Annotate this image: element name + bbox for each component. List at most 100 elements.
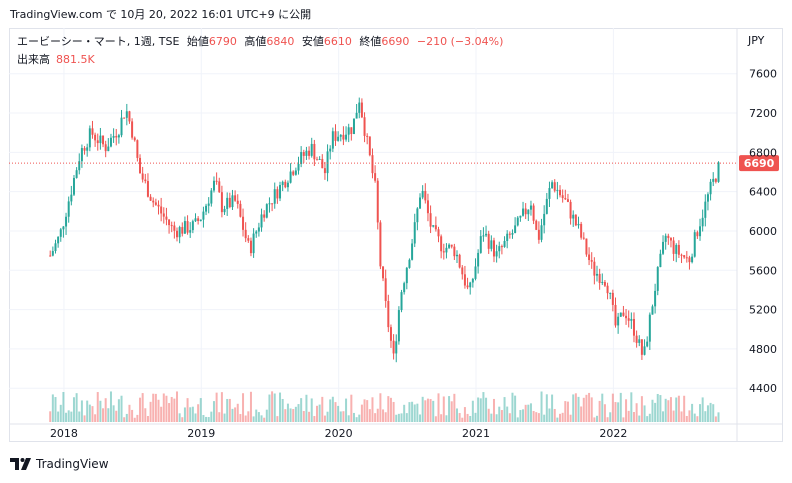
candle-body <box>566 199 569 202</box>
candle-body <box>265 204 268 218</box>
volume-bar <box>448 396 451 422</box>
volume-bar <box>297 404 300 422</box>
volume-bar <box>189 407 192 422</box>
candle-body <box>239 203 242 217</box>
candle-body <box>701 217 704 227</box>
candle-body <box>212 180 215 191</box>
candle-body <box>606 285 609 294</box>
candle-body <box>139 157 142 174</box>
candle-body <box>487 233 490 249</box>
volume-bar <box>577 396 580 422</box>
volume-bar <box>80 400 83 422</box>
volume-bar <box>714 416 717 422</box>
candle-body <box>712 178 715 182</box>
footer-brand[interactable]: TradingView <box>10 457 109 471</box>
volume-bar <box>347 415 350 422</box>
candle-body <box>339 134 342 137</box>
candle-body <box>94 134 97 141</box>
candle-body <box>268 203 271 205</box>
volume-bar <box>294 406 297 422</box>
volume-bar <box>223 413 226 422</box>
volume-bar <box>268 394 271 422</box>
candle-body <box>638 339 641 343</box>
volume-bar <box>146 415 149 422</box>
candle-body <box>688 257 691 263</box>
volume-bar <box>152 393 155 422</box>
candle-body <box>564 198 567 200</box>
volume-bar <box>572 394 575 422</box>
candle-body <box>218 181 221 193</box>
y-tick-label: 4400 <box>749 382 777 395</box>
candle-body <box>664 235 667 242</box>
candle-body <box>51 251 54 256</box>
volume-bar <box>231 408 234 422</box>
candle-body <box>273 189 276 204</box>
volume-bar <box>685 415 688 422</box>
candle-body <box>62 226 65 230</box>
candle-body <box>498 246 501 252</box>
volume-bar <box>603 404 606 422</box>
volume-bar <box>316 405 318 422</box>
volume-bar <box>619 392 622 422</box>
volume-bar <box>128 404 131 422</box>
volume-bar <box>540 391 543 422</box>
candle-body <box>456 254 458 257</box>
volume-bar <box>421 396 424 422</box>
candle-body <box>654 290 657 307</box>
volume-bar <box>96 392 99 422</box>
candle-body <box>72 177 75 195</box>
currency-label: JPY <box>748 34 765 47</box>
price-chart[interactable]: 6690 4400 4800 5200 5600 6000 6400 6800 7200 7600… <box>9 28 783 442</box>
high-label: 高値 <box>244 35 267 48</box>
candle-body <box>440 236 443 252</box>
volume-bar <box>664 398 667 422</box>
candle-body <box>500 246 503 248</box>
candle-body <box>516 217 519 226</box>
x-tick-label: 2022 <box>599 427 627 440</box>
symbol-label[interactable]: エービーシー・マート, 1週, TSE <box>17 35 180 48</box>
candle-body <box>57 236 60 244</box>
volume-bar <box>672 410 675 422</box>
volume-bar <box>566 401 569 422</box>
candle-body <box>611 292 614 305</box>
volume-bar <box>86 400 89 422</box>
candle-body <box>532 205 535 221</box>
candle-body <box>511 233 514 235</box>
candle-body <box>281 181 284 186</box>
candle-body <box>102 135 105 145</box>
candle-body <box>625 315 628 319</box>
y-tick-label: 6000 <box>749 225 777 238</box>
volume-bar <box>273 393 276 422</box>
candle-body <box>67 201 70 217</box>
candle-body <box>551 182 554 189</box>
volume-bar <box>508 413 511 422</box>
volume-bar <box>102 408 105 422</box>
volume-bar <box>585 394 588 422</box>
candle-body <box>247 238 250 241</box>
volume-bar <box>683 395 686 422</box>
candle-body <box>49 255 52 257</box>
volume-bar <box>635 403 638 422</box>
volume-bar <box>606 417 609 422</box>
candle-body <box>619 312 622 317</box>
candle-body <box>197 218 200 221</box>
volume-bar <box>516 417 519 422</box>
candle-body <box>112 135 115 138</box>
volume-bar <box>598 400 601 422</box>
open-label: 始値 <box>186 35 209 48</box>
volume-bar <box>466 413 469 422</box>
volume-bar <box>527 404 530 422</box>
volume-bar <box>302 411 305 422</box>
volume-bar <box>522 409 525 422</box>
volume-bar <box>627 410 630 422</box>
volume-bar <box>368 409 371 422</box>
candle-body <box>80 148 83 162</box>
candle-body <box>429 213 432 227</box>
candle-body <box>207 203 210 206</box>
change-value: −210 (−3.04%) <box>416 35 504 48</box>
candle-body <box>569 201 572 219</box>
candle-body <box>133 137 136 141</box>
volume-bar <box>183 407 186 422</box>
candle-body <box>228 197 231 208</box>
volume-bar <box>313 416 316 422</box>
